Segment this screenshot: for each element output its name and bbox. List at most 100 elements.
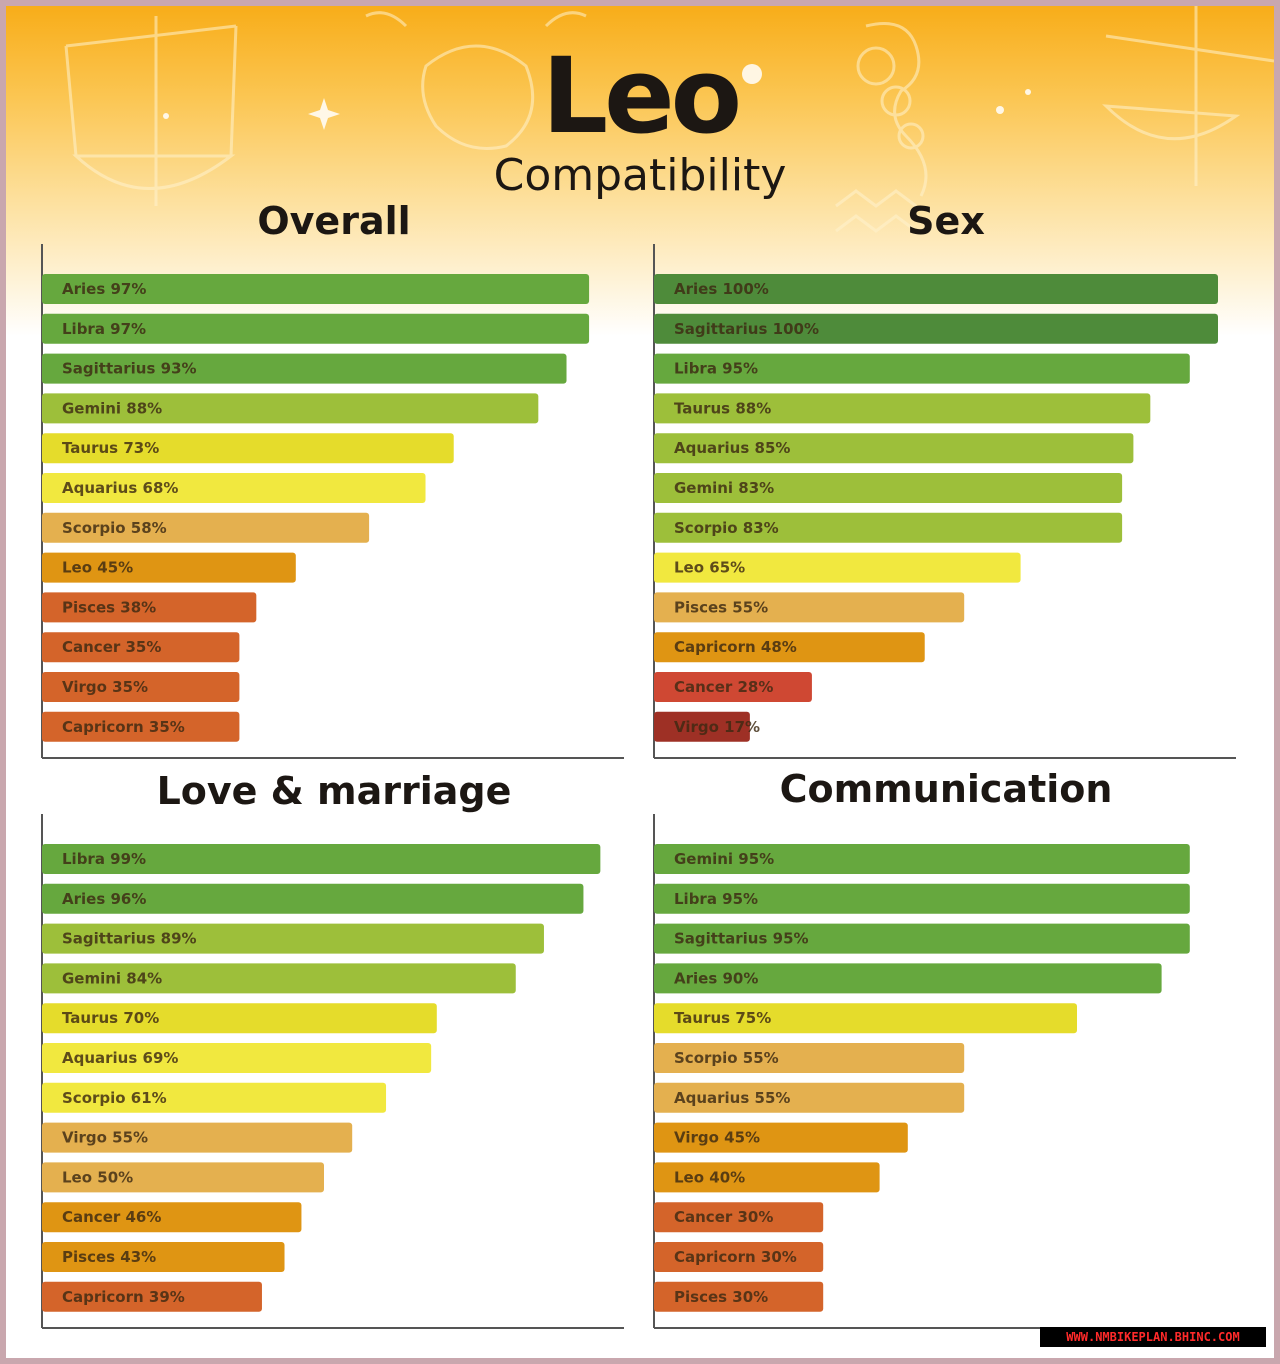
bar-label: Leo 50% [62, 1168, 133, 1186]
bar-aquarius [654, 1082, 965, 1113]
bar-label: Aquarius 68% [62, 479, 178, 497]
bar-libra [42, 313, 590, 344]
love-marriage-chart-title: Love & marriage [156, 769, 512, 813]
bar-label: Sagittarius 95% [674, 930, 809, 948]
love-marriage-chart: Libra 99% Aries 96% Sagittarius 89% Gemini … [41, 814, 624, 1329]
bar-gemini [42, 393, 539, 424]
bar-virgo [654, 711, 750, 742]
bar-sagittarius [42, 353, 567, 384]
bar-sagittarius [42, 923, 544, 954]
bar-cancer [654, 1202, 824, 1233]
bar-virgo [654, 1122, 908, 1153]
bar-leo [654, 552, 1021, 583]
bar-label: Leo 40% [674, 1168, 745, 1186]
bar-label: Aries 97% [62, 280, 146, 298]
zodiac-decoration [64, 6, 1274, 233]
bar-label: Sagittarius 89% [62, 930, 197, 948]
bar-label: Aquarius 85% [674, 439, 790, 457]
bar-scorpio [42, 512, 370, 543]
bar-scorpio [42, 1082, 387, 1113]
bar-label: Cancer 30% [674, 1208, 773, 1226]
bar-label: Aquarius 69% [62, 1049, 178, 1067]
bar-label: Scorpio 83% [674, 519, 779, 537]
bar-scorpio [654, 1043, 965, 1073]
bar-label: Scorpio 58% [62, 519, 167, 537]
bar-cancer [42, 1202, 302, 1233]
bar-libra [654, 883, 1190, 914]
bar-libra [654, 353, 1190, 384]
bar-label: Scorpio 55% [674, 1049, 779, 1067]
bar-label: Libra 95% [674, 360, 758, 378]
bar-aries [42, 274, 590, 304]
bar-label: Libra 97% [62, 320, 146, 338]
bar-label: Aries 90% [674, 969, 758, 987]
bar-leo [42, 1162, 324, 1193]
bar-label: Virgo 17% [674, 718, 760, 736]
bar-label: Capricorn 48% [674, 638, 797, 656]
bar-label: Libra 99% [62, 850, 146, 868]
bar-label: Gemini 95% [674, 850, 774, 868]
bar-taurus [654, 393, 1151, 424]
bar-label: Libra 95% [674, 890, 758, 908]
bar-sagittarius [654, 313, 1218, 344]
bar-pisces [654, 1281, 824, 1312]
bar-capricorn [42, 711, 240, 742]
bar-label: Pisces 30% [674, 1288, 768, 1306]
bar-leo [42, 552, 296, 583]
bar-pisces [42, 1242, 285, 1272]
page-title: Leo [541, 35, 742, 157]
watermark-url: WWW.NMBIKEPLAN.BHINC.COM [1040, 1327, 1266, 1347]
bar-leo [654, 1162, 880, 1193]
bar-label: Aries 100% [674, 280, 769, 298]
bar-label: Taurus 70% [62, 1009, 159, 1027]
bar-label: Capricorn 39% [62, 1288, 185, 1306]
bar-label: Gemini 88% [62, 399, 162, 417]
bar-label: Capricorn 30% [674, 1248, 797, 1266]
bar-pisces [42, 592, 257, 623]
page-subtitle: Compatibility [493, 150, 787, 201]
bar-virgo [42, 672, 240, 702]
bar-label: Sagittarius 93% [62, 360, 197, 378]
bar-aries [654, 963, 1162, 994]
communication-chart: Gemini 95% Libra 95% Sagittarius 95% Aries … [653, 814, 1236, 1329]
bar-aquarius [42, 1043, 432, 1073]
bar-aries [654, 274, 1218, 304]
bar-label: Leo 45% [62, 559, 133, 577]
bar-libra [42, 844, 601, 874]
bar-aquarius [42, 473, 426, 503]
bar-capricorn [42, 1281, 262, 1312]
bar-taurus [654, 1003, 1077, 1034]
bar-label: Scorpio 61% [62, 1089, 167, 1107]
sex-chart: Aries 100% Sagittarius 100% Libra 95% Tauru… [653, 244, 1236, 759]
bar-label: Sagittarius 100% [674, 320, 819, 338]
communication-chart-title: Communication [779, 767, 1113, 811]
bar-label: Pisces 38% [62, 598, 156, 616]
bar-gemini [654, 473, 1123, 503]
bar-virgo [42, 1122, 353, 1153]
overall-chart: Aries 97% Libra 97% Sagittarius 93% Gemini … [41, 244, 624, 759]
sex-chart-title: Sex [907, 199, 985, 243]
bar-label: Pisces 43% [62, 1248, 156, 1266]
bar-aquarius [654, 433, 1134, 464]
bar-label: Virgo 55% [62, 1129, 148, 1147]
bar-label: Virgo 35% [62, 678, 148, 696]
bar-label: Taurus 88% [674, 399, 771, 417]
bar-label: Leo 65% [674, 559, 745, 577]
bar-label: Virgo 45% [674, 1129, 760, 1147]
bar-capricorn [654, 632, 925, 663]
bar-label: Cancer 35% [62, 638, 161, 656]
bar-cancer [654, 672, 812, 702]
bar-pisces [654, 592, 965, 623]
bar-gemini [42, 963, 516, 994]
bar-label: Aquarius 55% [674, 1089, 790, 1107]
bar-sagittarius [654, 923, 1190, 954]
bar-scorpio [654, 512, 1123, 543]
bar-label: Gemini 83% [674, 479, 774, 497]
bar-gemini [654, 844, 1190, 874]
bar-label: Taurus 75% [674, 1009, 771, 1027]
bar-label: Taurus 73% [62, 439, 159, 457]
bar-aries [42, 883, 584, 914]
infographic: Leo Compatibility Overall Sex Love & mar… [6, 6, 1274, 1358]
bar-label: Capricorn 35% [62, 718, 185, 736]
bar-label: Cancer 46% [62, 1208, 161, 1226]
